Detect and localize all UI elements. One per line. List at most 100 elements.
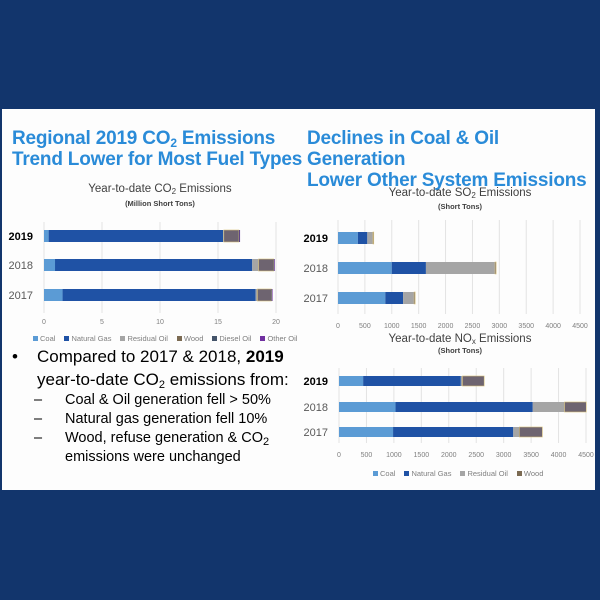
legend-swatch <box>460 471 466 476</box>
legend-label: Residual Oil <box>467 469 508 478</box>
co2-bar-2017-coal <box>44 289 63 301</box>
legend-swatch <box>516 471 522 476</box>
legend-label: Diesel Oil <box>219 334 252 343</box>
co2-y-category-label: 2017 <box>9 290 33 302</box>
so2-y-category-label: 2019 <box>304 233 328 245</box>
so2-bar-2019-coal <box>338 232 358 244</box>
right-headline-line2: Lower Other System Emissions <box>307 170 587 191</box>
nox-bar-2017-residual-oil <box>513 427 520 437</box>
legend-swatch <box>120 336 126 341</box>
co2-bar-2017-residual-oil <box>255 289 258 301</box>
legend-label: Wood <box>523 469 544 478</box>
left-headline-line2: Trend Lower for Most Fuel Types <box>12 149 303 170</box>
co2-y-category-label: 2018 <box>9 260 33 272</box>
legend-swatch <box>260 336 266 341</box>
so2-bar-2017-wood <box>413 291 416 305</box>
so2-x-tick-label: 4000 <box>545 323 561 330</box>
co2-chart-title: Year-to-date CO2 Emissions <box>40 183 280 196</box>
legend-item: Wood <box>176 334 204 343</box>
so2-chart-title: Year-to-date SO2 Emissions <box>340 187 580 200</box>
legend-item: Coal <box>373 469 395 478</box>
nox-chart-title: Year-to-date NOx Emissions <box>340 333 580 346</box>
left-headline-text: Regional 2019 CO <box>12 128 171 149</box>
nox-y-category-label: 2018 <box>304 402 328 414</box>
co2-bar-2018-natural-gas <box>55 259 253 271</box>
so2-title-text-2: Emissions <box>475 187 532 199</box>
legend-swatch <box>64 336 70 341</box>
dash-icon: – <box>34 411 43 427</box>
so2-y-category-label: 2018 <box>304 263 328 275</box>
legend-item: Wood <box>516 469 544 478</box>
so2-y-category-label: 2017 <box>304 293 328 305</box>
so2-bar-2017-residual-oil <box>403 292 415 304</box>
sub-bullet-text: Wood, refuse generation & CO <box>65 430 264 446</box>
legend-label: Residual Oil <box>127 334 168 343</box>
co2-x-tick-label: 20 <box>272 319 280 326</box>
bullet-text: Compared to 2017 & 2018, <box>37 347 246 366</box>
so2-bar-2019-natural-gas <box>357 232 368 244</box>
right-headline: Declines in Coal & Oil Generation Lower … <box>307 128 600 191</box>
co2-chart-subtitle: (Million Short Tons) <box>125 199 195 208</box>
nox-x-tick-label: 500 <box>361 452 373 459</box>
legend-item: Residual Oil <box>120 334 168 343</box>
nox-bar-2018-coal <box>339 402 396 412</box>
bullet-text-2: year-to-date CO <box>37 370 159 389</box>
so2-x-tick-label: 0 <box>336 323 340 330</box>
co2-bar-2018-diesel-oil <box>273 259 275 271</box>
nox-bar-2019-residual-oil <box>460 376 463 386</box>
so2-x-tick-label: 1500 <box>411 323 427 330</box>
nox-x-tick-label: 3000 <box>496 452 512 459</box>
nox-y-category-label: 2017 <box>304 427 328 439</box>
so2-x-tick-label: 3500 <box>518 323 534 330</box>
left-headline: Regional 2019 CO2 Emissions Trend Lower … <box>12 128 302 170</box>
so2-title-subscript: 2 <box>471 191 476 200</box>
sub-bullet-text: Natural gas generation fell 10% <box>65 411 268 427</box>
so2-bar-2017-natural-gas <box>385 292 404 304</box>
nox-title-subscript: x <box>471 337 476 346</box>
co2-title-subscript: 2 <box>171 187 177 196</box>
nox-bar-2018-wood <box>564 401 587 413</box>
co2-bar-2017-other-oil <box>271 289 273 301</box>
bullet-main: • Compared to 2017 & 2018, 2019 year-to-… <box>12 345 302 391</box>
nox-bar-2019-natural-gas <box>363 376 461 386</box>
legend-item: Coal <box>33 334 55 343</box>
co2-x-tick-label: 5 <box>100 319 104 326</box>
legend-item: Diesel Oil <box>212 334 251 343</box>
nox-bar-2018-natural-gas <box>395 402 533 412</box>
co2-title-text-2: Emissions <box>176 183 232 195</box>
co2-x-tick-label: 0 <box>42 319 46 326</box>
nox-bar-2017-coal <box>339 427 394 437</box>
nox-bar-2017-natural-gas <box>393 427 514 437</box>
legend-item: Natural Gas <box>64 334 111 343</box>
legend-swatch <box>33 336 38 341</box>
co2-bar-2019-natural-gas <box>48 230 224 242</box>
so2-bar-2019-residual-oil <box>367 232 373 244</box>
nox-chart-subtitle: (Short Tons) <box>437 346 483 355</box>
nox-x-tick-label: 1000 <box>386 452 402 459</box>
sub-bullet-subscript: 2 <box>263 436 270 448</box>
nox-bar-2018-residual-oil <box>532 402 565 412</box>
nox-title-text: Year-to-date NO <box>388 333 472 345</box>
co2-x-tick-label: 15 <box>214 319 222 326</box>
co2-x-tick-label: 10 <box>156 319 164 326</box>
so2-x-tick-label: 2000 <box>438 323 454 330</box>
legend-label: Coal <box>40 334 56 343</box>
sub-bullet-wood: – Wood, refuse generation & CO2 emission… <box>12 429 302 467</box>
co2-bar-2018-other-oil <box>274 259 275 271</box>
so2-x-tick-label: 500 <box>359 323 371 330</box>
sub-bullet-text: Coal & Oil generation fell > 50% <box>65 392 271 408</box>
nox-x-tick-label: 2000 <box>441 452 457 459</box>
legend-swatch <box>404 471 410 476</box>
right-headline-line1: Declines in Coal & Oil Generation <box>307 128 499 170</box>
legend-label: Wood <box>183 334 204 343</box>
sub-bullet-coal-oil: – Coal & Oil generation fell > 50% <box>12 391 302 410</box>
nox-x-tick-label: 4000 <box>551 452 567 459</box>
nox-x-tick-label: 4500 <box>578 452 594 459</box>
co2-y-category-label: 2019 <box>9 231 33 243</box>
nox-bar-2017-wood <box>519 426 543 438</box>
bullet-bold-year: 2019 <box>245 347 284 366</box>
nox-y-category-label: 2019 <box>304 376 328 388</box>
